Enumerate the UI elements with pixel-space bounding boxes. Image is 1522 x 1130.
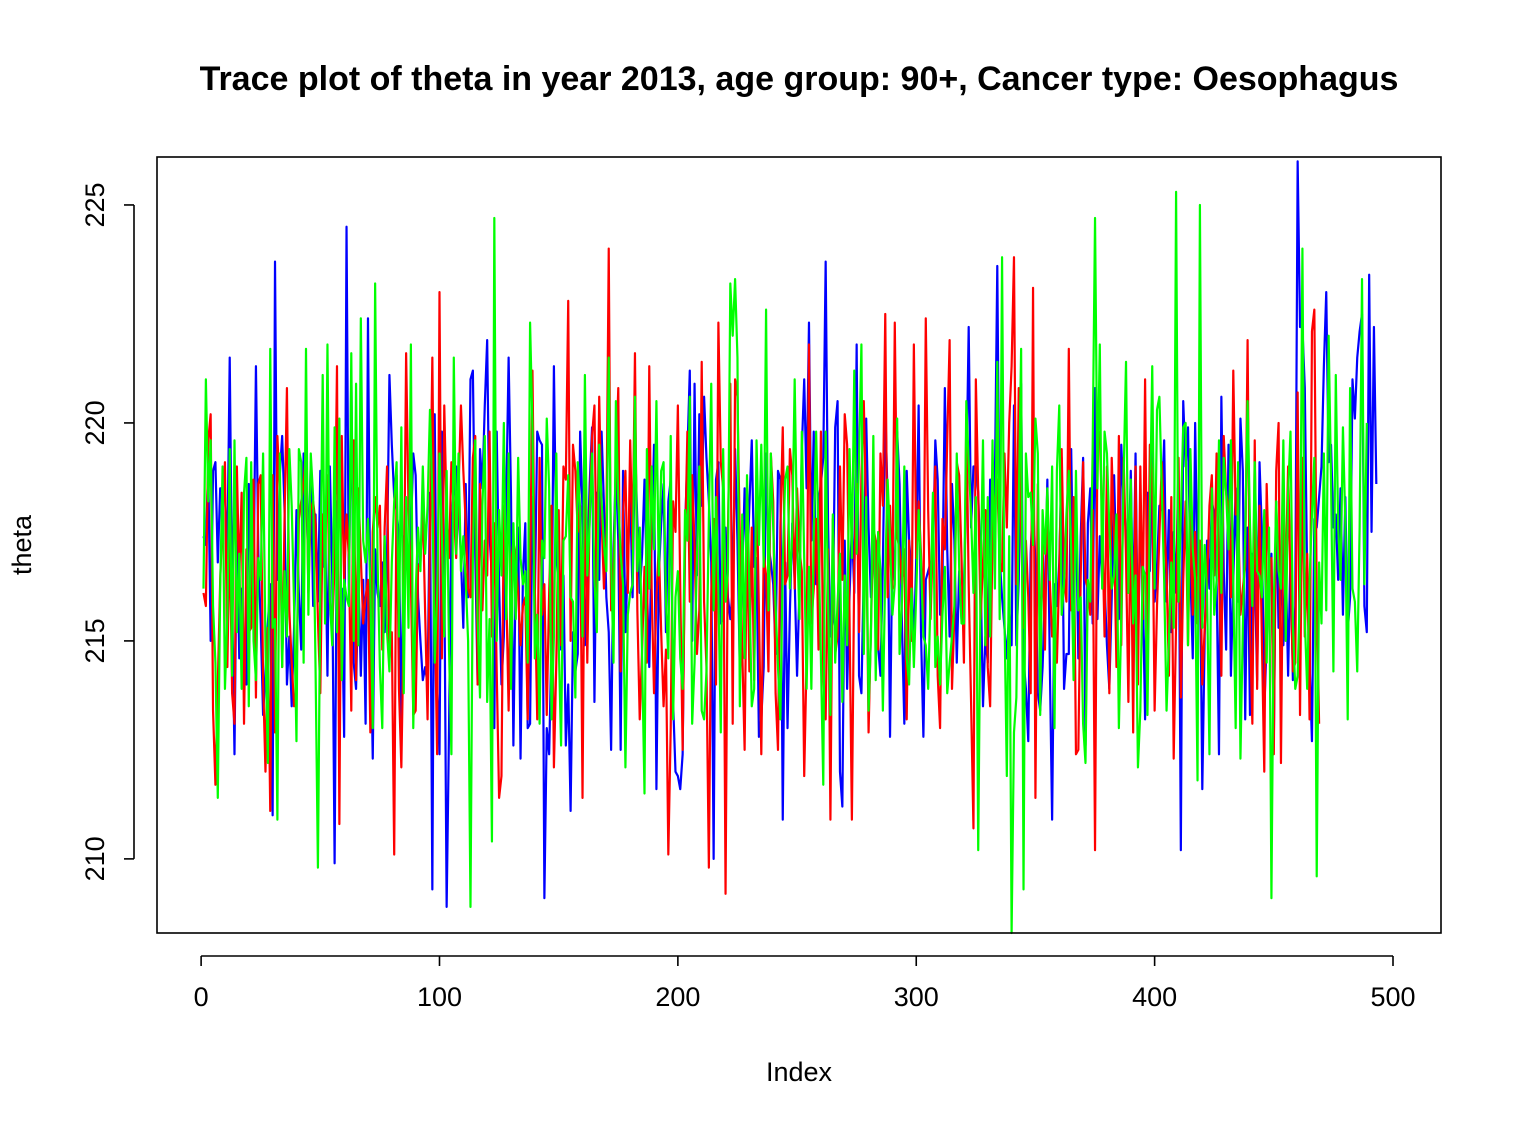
series-layer xyxy=(202,160,1378,935)
series-line-3 xyxy=(202,190,1368,935)
y-axis-label: theta xyxy=(7,514,37,575)
x-axis-label: Index xyxy=(766,1057,833,1087)
x-tick-label: 100 xyxy=(417,982,462,1012)
x-tick-label: 0 xyxy=(194,982,209,1012)
y-tick-label: 210 xyxy=(80,836,110,881)
y-tick-label: 215 xyxy=(80,618,110,663)
y-tick-label: 225 xyxy=(80,182,110,227)
series-line-1 xyxy=(202,160,1378,908)
x-tick-label: 300 xyxy=(894,982,939,1012)
y-axis: 210 215 220 225 xyxy=(80,182,135,881)
y-tick-label: 220 xyxy=(80,400,110,445)
x-tick-label: 200 xyxy=(655,982,700,1012)
x-tick-label: 500 xyxy=(1370,982,1415,1012)
x-tick-label: 400 xyxy=(1132,982,1177,1012)
plot-frame xyxy=(156,156,1442,934)
chart-title: Trace plot of theta in year 2013, age gr… xyxy=(200,60,1399,98)
x-axis: 0 100 200 300 400 500 xyxy=(194,955,1416,1012)
